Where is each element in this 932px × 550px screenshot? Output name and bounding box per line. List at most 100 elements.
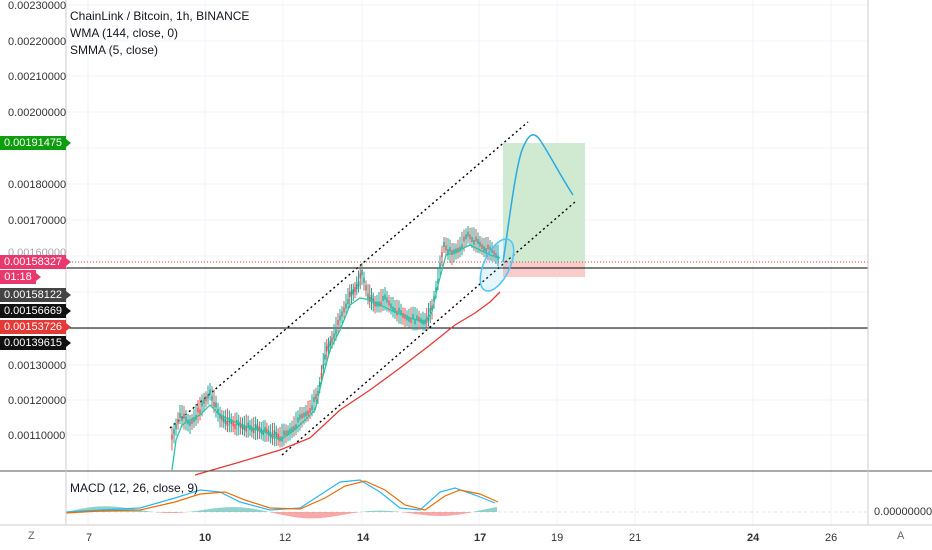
candle-body <box>412 314 414 320</box>
date-label: 19 <box>551 532 563 544</box>
candle-body <box>449 247 451 252</box>
candle-body <box>199 409 201 415</box>
candle-body <box>226 421 229 426</box>
candle-body <box>441 252 443 258</box>
candle-body <box>443 242 445 247</box>
candle-body <box>207 393 209 399</box>
candle-body <box>217 408 219 414</box>
candle-body <box>289 428 291 434</box>
candle-body <box>299 414 301 420</box>
candle-body <box>291 427 293 433</box>
candle-body <box>429 308 432 313</box>
candle-body <box>394 308 396 313</box>
wma-legend[interactable]: WMA (144, close, 0) <box>70 26 179 40</box>
highlight-circle[interactable] <box>473 234 520 296</box>
candle-body <box>350 290 353 296</box>
price-tick: 0.00130000 <box>8 360 66 372</box>
stop-price-badge[interactable]: 0.00153726 <box>0 320 71 334</box>
price-tick: 0.00230000 <box>8 0 66 12</box>
price-tick: 0.00110000 <box>8 430 65 442</box>
date-label: 17 <box>474 532 486 544</box>
candle-body <box>410 318 412 324</box>
date-label: 10 <box>199 532 211 544</box>
last-price-badge[interactable]: 0.00158327 <box>0 255 71 269</box>
candle-body <box>341 311 343 317</box>
candle-body <box>431 305 433 311</box>
projection-curve[interactable] <box>502 134 574 263</box>
candle-body <box>277 433 279 439</box>
price-badge-2[interactable]: 0.00156669 <box>0 304 71 318</box>
candle-body <box>197 407 199 413</box>
smma-line <box>171 244 501 471</box>
candle-body <box>469 234 471 240</box>
candle-body <box>481 244 483 249</box>
candle-body <box>327 343 330 349</box>
auto-scale-button[interactable]: A <box>897 530 905 542</box>
price-tick: 0.00210000 <box>8 71 66 83</box>
candle-body <box>213 401 215 407</box>
candle-body <box>489 246 491 252</box>
candle-body <box>465 234 467 240</box>
long-stop-zone[interactable] <box>503 262 585 277</box>
candle-body <box>487 244 489 250</box>
candle-body <box>485 248 487 253</box>
candle-body <box>201 401 203 407</box>
candle-body <box>297 417 299 423</box>
candle-body <box>337 320 339 325</box>
candle-body <box>254 424 257 429</box>
long-target-zone[interactable] <box>503 143 585 262</box>
timezone-button[interactable]: Z <box>28 530 35 542</box>
candle-body <box>477 239 479 244</box>
candle-body <box>384 294 386 300</box>
candle-body <box>354 287 356 292</box>
macd-zero-tick: 0.00000000 <box>874 506 932 518</box>
channel-upper-line[interactable] <box>169 121 529 429</box>
smma-legend[interactable]: SMMA (5, close) <box>70 43 159 57</box>
candle-body <box>264 427 266 432</box>
candle-body <box>357 281 360 287</box>
target-price-badge[interactable]: 0.00191475 <box>0 136 71 150</box>
candle-body <box>181 416 183 421</box>
price-badge-3[interactable]: 0.00139615 <box>0 336 71 350</box>
candle-body <box>318 382 321 387</box>
candle-body <box>335 329 337 335</box>
candle-body <box>285 430 287 436</box>
chart-legend[interactable]: ChainLink / Bitcoin, 1h, BINANCE WMA (14… <box>70 8 249 59</box>
candle-body <box>398 307 400 313</box>
candle-body <box>380 301 382 307</box>
price-badge-1[interactable]: 0.00158122 <box>0 288 71 302</box>
time-axis[interactable]: 7 10 12 14 17 19 21 24 26 <box>86 532 837 544</box>
candle-body <box>222 417 225 423</box>
candle-body <box>361 270 363 275</box>
candle-body <box>317 391 319 396</box>
candle-body <box>359 273 362 279</box>
date-label: 21 <box>629 532 641 544</box>
price-tick: 0.00170000 <box>8 215 66 227</box>
candle-body <box>348 292 351 297</box>
candle-body <box>171 434 173 440</box>
candle-body <box>345 303 347 309</box>
candle-body <box>320 373 323 378</box>
candle-body <box>295 424 297 430</box>
candle-body <box>183 413 185 419</box>
candle-body <box>211 395 213 401</box>
price-tick: 0.00200000 <box>8 107 66 119</box>
candle-body <box>179 413 181 418</box>
price-tick: 0.00180000 <box>8 179 66 191</box>
symbol-title[interactable]: ChainLink / Bitcoin, 1h, BINANCE <box>70 9 250 23</box>
date-label: 26 <box>825 532 837 544</box>
candle-body <box>221 415 223 421</box>
candle-body <box>325 346 328 352</box>
candle-body <box>347 299 349 304</box>
candle-body <box>439 262 441 268</box>
macd-pane <box>65 479 868 519</box>
candle-body <box>309 408 311 413</box>
macd-legend[interactable]: MACD (12, 26, close, 9) <box>70 481 199 495</box>
candle-body <box>258 427 261 432</box>
candle-body <box>333 333 335 339</box>
candle-body <box>471 237 473 242</box>
price-axis[interactable]: 0.00230000 0.00220000 0.00210000 0.00200… <box>8 0 66 442</box>
candle-body <box>437 279 439 284</box>
